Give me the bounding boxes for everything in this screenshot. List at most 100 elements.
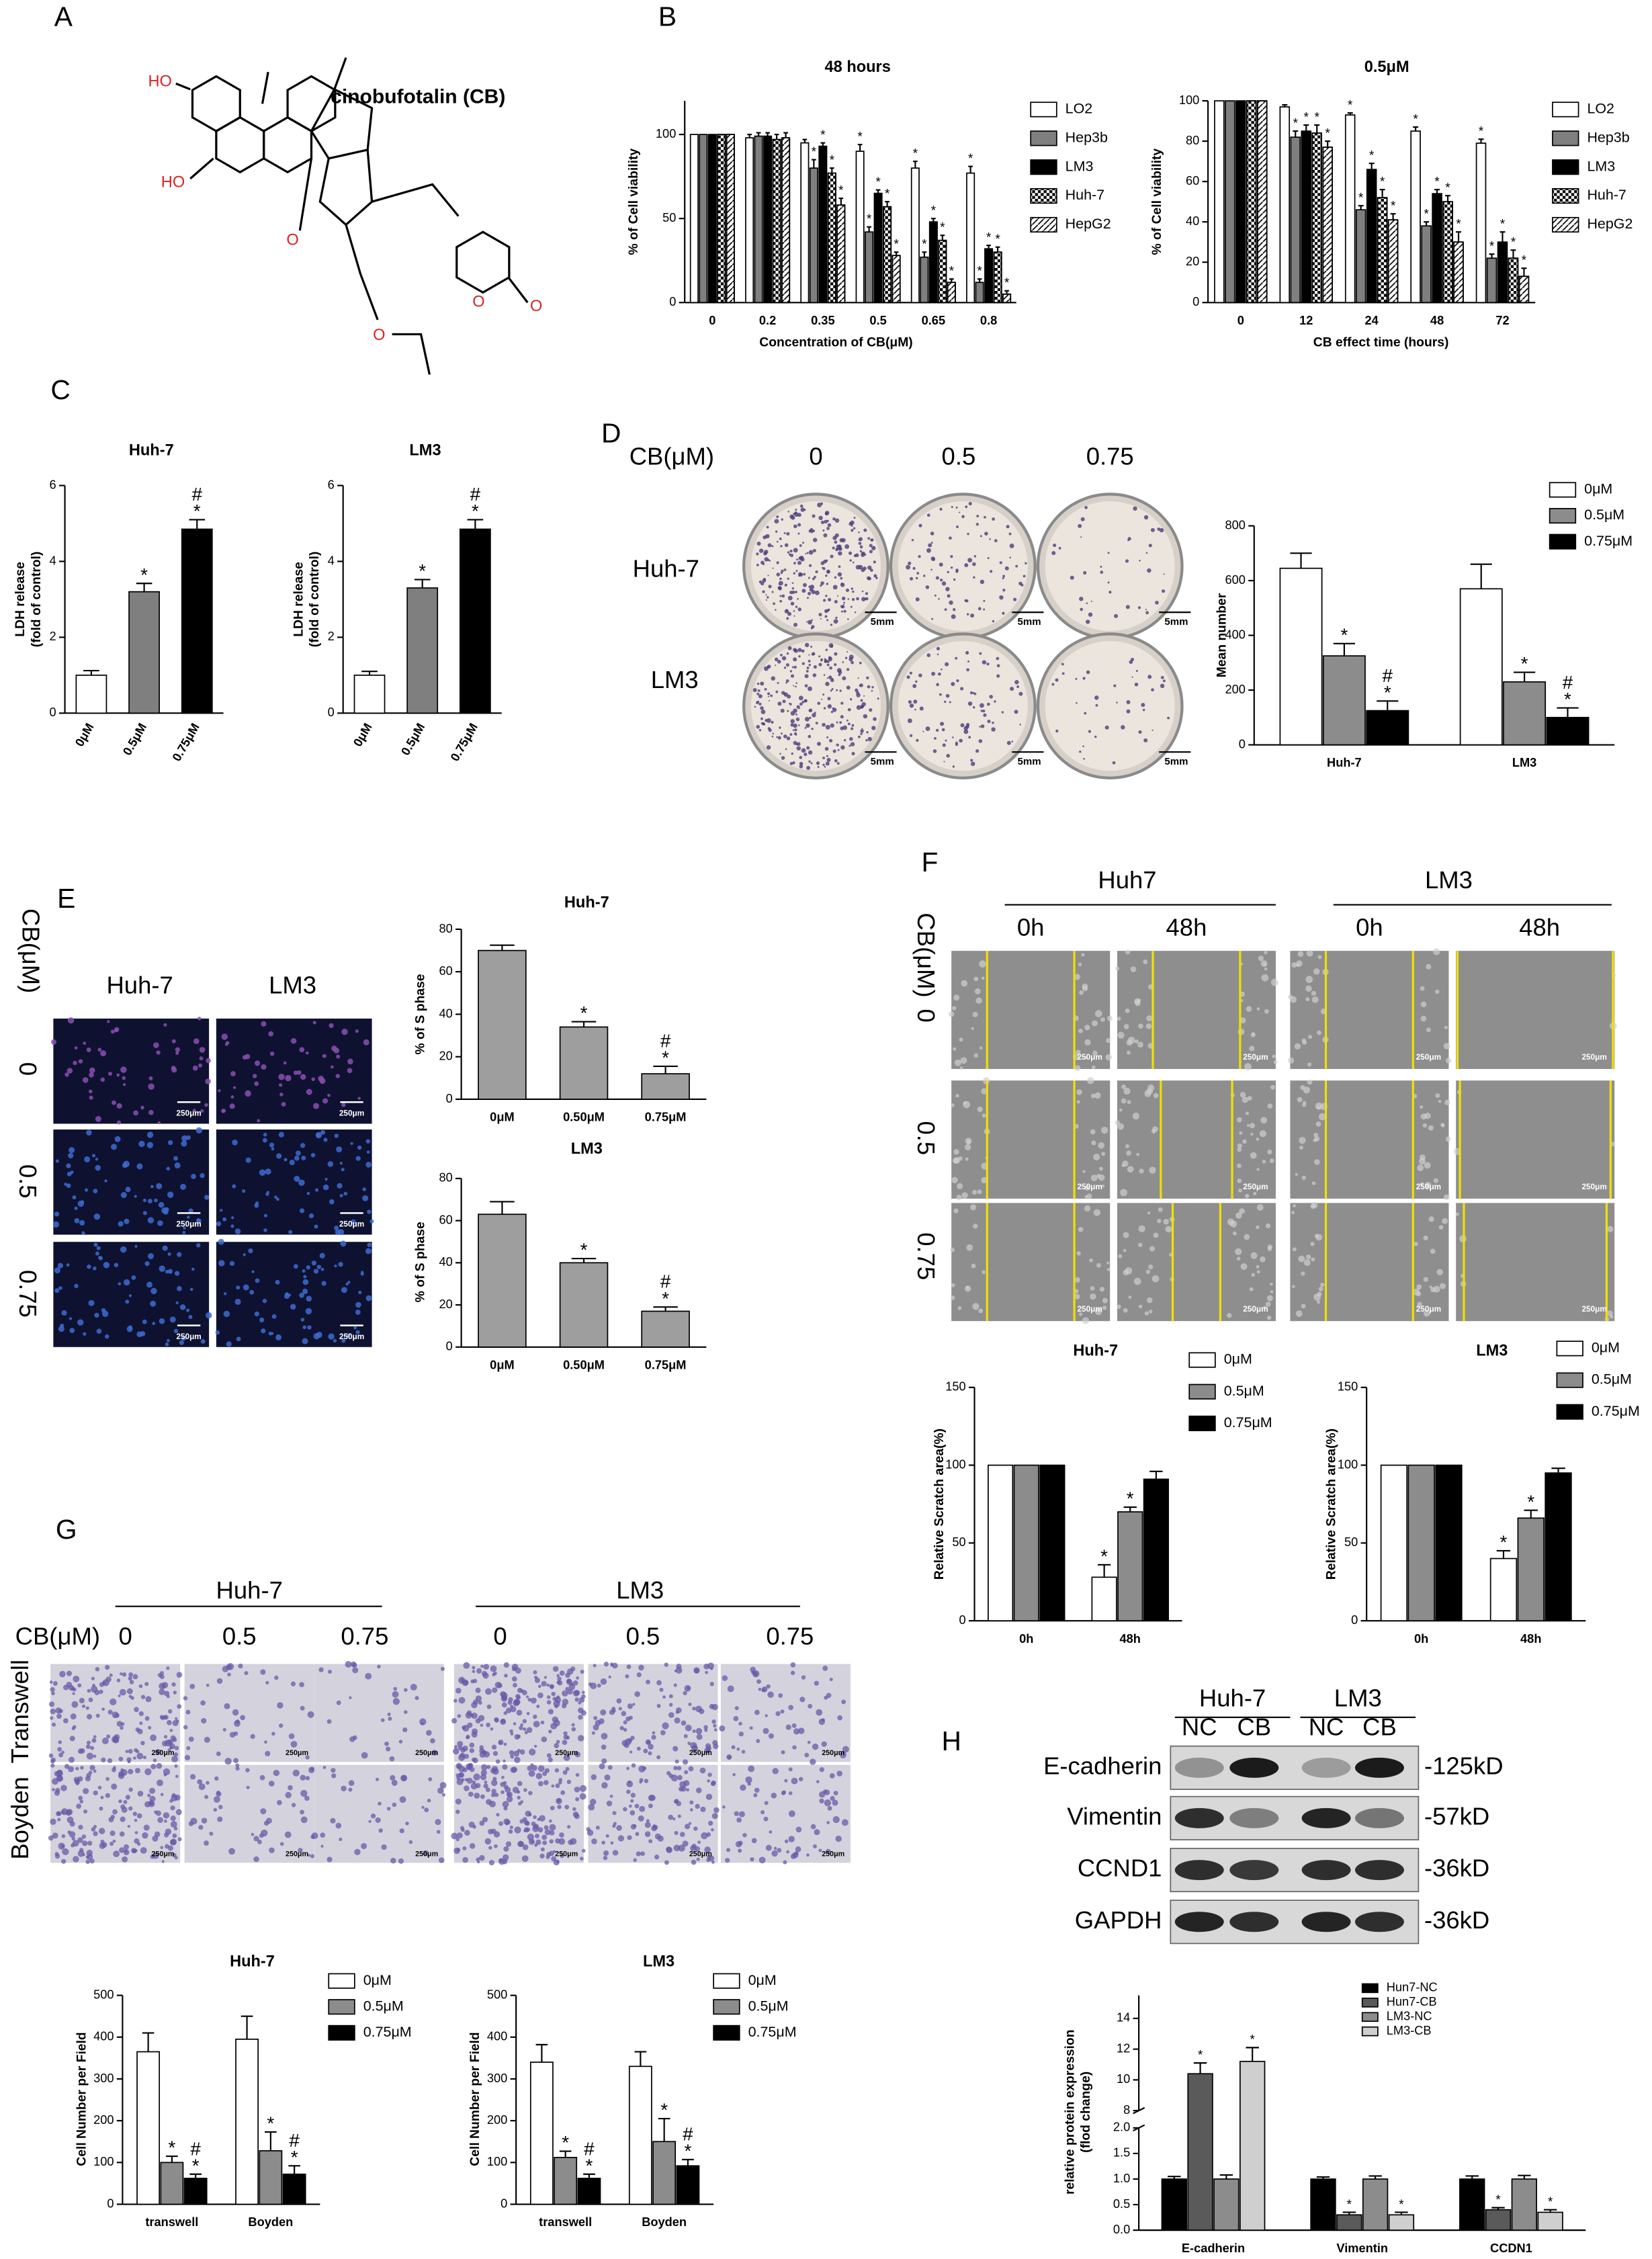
bar [559,1262,609,1348]
colony [780,545,783,548]
cell [981,976,985,980]
colony [808,660,811,663]
cell [339,1162,343,1165]
cell [322,1054,327,1058]
cell [756,1739,760,1744]
cell [476,1668,482,1674]
cell [713,1807,720,1814]
cell [974,988,981,994]
cell [307,1711,314,1718]
significance-mark: # [660,1271,671,1292]
bar [1545,1472,1572,1622]
cell [1301,1271,1305,1276]
colony [793,572,796,575]
cell [462,1679,469,1687]
cell [138,1684,143,1689]
cell [979,960,986,968]
cell [644,1822,651,1828]
cell [810,1824,816,1830]
cell [302,1288,308,1295]
cell [741,1750,746,1754]
cell [157,1121,161,1125]
cell [1119,1108,1123,1112]
cell [530,1763,534,1767]
cell [100,1839,105,1844]
cell [522,1719,527,1723]
colony [822,567,826,570]
bar [478,1213,527,1348]
cell [639,1805,646,1812]
x-tick-label: 0 [709,313,715,327]
cell [719,1725,726,1732]
bar [1279,106,1291,304]
cell [963,1101,967,1105]
cell [224,1043,228,1046]
colony [865,739,868,742]
cell [578,1715,583,1720]
bar [183,2178,208,2205]
colony [797,607,802,611]
cell [579,1785,587,1792]
cell [1256,1265,1260,1269]
chart-title: LM3 [409,441,441,458]
colony [804,674,809,679]
cell [1084,1185,1090,1191]
cell [1253,1191,1257,1195]
cell [150,1734,157,1742]
legend-pattern [1552,188,1579,204]
colony [999,561,1002,564]
colony [867,685,871,689]
legend-swatch [1188,1415,1216,1431]
colony [834,576,837,579]
plate-inner [898,641,1028,771]
bar [1240,2061,1266,2231]
cell [674,1830,679,1835]
legend-swatch [1188,1383,1216,1400]
significance-mark: * [986,231,992,245]
cell [1074,1277,1080,1283]
cell [345,1660,352,1668]
cell [668,1712,675,1718]
colony [777,682,779,685]
plate-inner [898,501,1028,632]
colony [820,659,822,662]
bar-pattern [827,172,836,304]
colony [1135,670,1138,673]
cell [271,1314,277,1319]
colony [945,662,949,667]
cell [172,1719,179,1726]
protein-label: Vimentin [1067,1803,1162,1830]
significance-mark: * [1500,218,1506,232]
cell [794,1851,799,1856]
cell [478,1701,482,1705]
cell [1117,1017,1121,1021]
colony [839,538,844,543]
cell [116,1073,120,1077]
colony [992,620,995,623]
cell [1133,1277,1141,1285]
protein-label: CCND1 [1078,1855,1162,1882]
colony [1143,515,1149,520]
cell [790,1670,795,1675]
x-tick-label: 0.75μM [645,1110,687,1124]
bar [1421,225,1432,304]
assay-label: Transwell [6,1660,34,1764]
cell [265,1750,271,1756]
cell [392,1691,399,1698]
colony [1160,676,1164,679]
cell [1426,1027,1431,1033]
compound-name: cinobufotalin (CB) [331,86,505,108]
cell [455,1687,462,1694]
cell [375,1817,381,1823]
colony [1015,564,1018,568]
cell [788,1791,793,1795]
legend-pattern [1031,188,1057,204]
legend-label: 0.5μM [748,1998,789,2014]
cell [973,1224,978,1229]
legend-swatch [713,1999,740,2015]
cell [95,1713,100,1718]
colony [831,688,834,691]
cell [1291,1285,1295,1289]
y-axis-label: % of S phase [414,974,428,1054]
colony [758,694,763,699]
